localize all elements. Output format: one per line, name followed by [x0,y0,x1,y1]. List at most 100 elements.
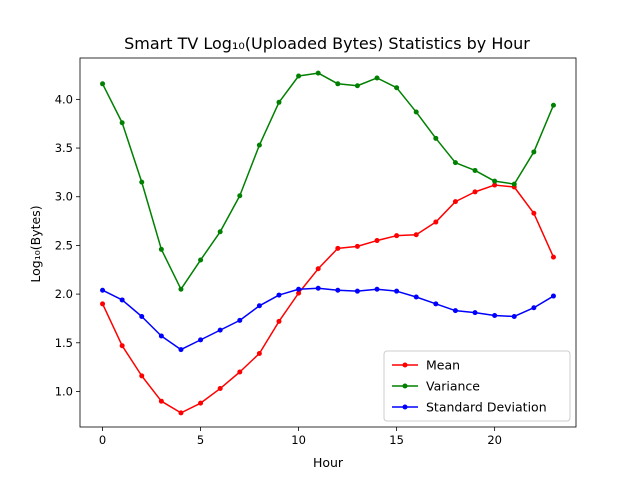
data-point-variance [217,229,223,235]
data-point-variance [158,246,164,252]
data-point-standard-deviation [433,301,439,307]
data-point-variance [452,160,458,166]
x-axis-label: Hour [313,455,344,470]
x-tick-label: 5 [197,433,204,447]
data-point-standard-deviation [100,287,106,293]
data-point-mean [472,189,478,195]
legend-box [383,350,571,422]
data-point-mean [354,243,360,249]
series-variance [100,70,556,292]
data-point-variance [178,286,184,292]
y-tick-label: 2.5 [55,238,73,252]
legend-item-variance: Variance [392,379,480,394]
data-point-variance [276,99,282,105]
legend-item-standard-deviation: Standard Deviation [392,400,547,415]
data-point-mean [158,398,164,404]
series-mean [100,182,556,416]
data-point-variance [550,102,556,108]
series-line-variance [101,72,555,290]
data-point-variance [433,135,439,141]
data-point-variance [315,70,321,76]
data-point-variance [394,85,400,91]
y-tick-label: 1.5 [55,336,73,350]
x-tick-label: 10 [291,433,306,447]
data-point-standard-deviation [472,310,478,316]
data-point-mean [139,373,145,379]
data-point-variance [139,179,145,185]
x-tick-label: 20 [487,433,502,447]
data-point-standard-deviation [492,313,498,319]
data-point-standard-deviation [315,285,321,291]
data-point-mean [492,182,498,188]
data-point-mean [296,290,302,296]
data-point-variance [335,81,341,87]
data-point-mean [315,266,321,272]
data-point-mean [217,386,223,392]
data-point-mean [550,254,556,260]
data-point-standard-deviation [198,337,204,343]
data-point-standard-deviation [531,305,537,311]
y-tick-label: 4.0 [55,92,73,106]
data-point-variance [198,257,204,263]
data-point-mean [237,369,243,375]
legend-swatch-marker [402,404,408,410]
chart-title: Smart TV Log₁₀(Uploaded Bytes) Statistic… [124,34,530,53]
data-point-variance [119,120,125,126]
data-point-standard-deviation [276,292,282,298]
data-point-standard-deviation [452,308,458,314]
x-tick-label: 0 [99,433,106,447]
data-point-mean [276,318,282,324]
data-point-mean [374,238,380,244]
data-point-mean [119,343,125,349]
legend-label: Mean [426,358,460,373]
legend-swatch-marker [402,362,408,368]
legend-label: Variance [426,379,480,394]
data-point-mean [198,400,204,406]
data-point-variance [296,73,302,79]
data-point-standard-deviation [139,313,145,319]
data-point-standard-deviation [374,286,380,292]
legend-label: Standard Deviation [426,400,547,415]
x-tick-label: 15 [389,433,404,447]
data-point-standard-deviation [335,287,341,293]
data-point-variance [354,83,360,89]
data-point-variance [531,149,537,155]
data-point-mean [413,232,419,238]
data-point-standard-deviation [158,333,164,339]
data-point-standard-deviation [354,288,360,294]
data-point-mean [394,233,400,239]
legend: Mean Variance Standard Deviation [383,350,571,422]
legend-item-mean: Mean [392,358,460,373]
data-point-variance [256,142,262,148]
y-axis-label: Log₁₀(Bytes) [28,205,43,282]
data-point-standard-deviation [178,347,184,353]
y-tick-label: 3.5 [55,141,73,155]
data-point-variance [237,193,243,199]
data-point-variance [374,75,380,81]
data-point-mean [100,301,106,307]
y-tick-label: 3.0 [55,190,73,204]
data-point-standard-deviation [119,297,125,303]
series-line-mean [101,184,555,414]
data-point-mean [335,245,341,251]
data-point-mean [178,410,184,416]
legend-swatch-marker [402,383,408,389]
data-point-mean [531,210,537,216]
axes-frame [79,57,577,428]
series-line-standard-deviation [102,287,554,351]
data-point-variance [100,81,106,87]
data-point-variance [511,181,517,187]
data-point-standard-deviation [256,303,262,309]
y-tick-label: 2.0 [55,287,73,301]
data-point-standard-deviation [413,294,419,300]
data-point-mean [256,350,262,356]
data-point-standard-deviation [511,313,517,319]
plot-area: 0 5 10 15 20 1.0 1.5 2.0 2.5 3.0 3.5 4.0 [55,57,577,447]
data-point-mean [433,219,439,225]
data-point-standard-deviation [237,317,243,323]
data-point-standard-deviation [394,288,400,294]
data-point-variance [492,178,498,184]
series-standard-deviation [100,285,556,353]
y-tick-label: 1.0 [55,384,73,398]
